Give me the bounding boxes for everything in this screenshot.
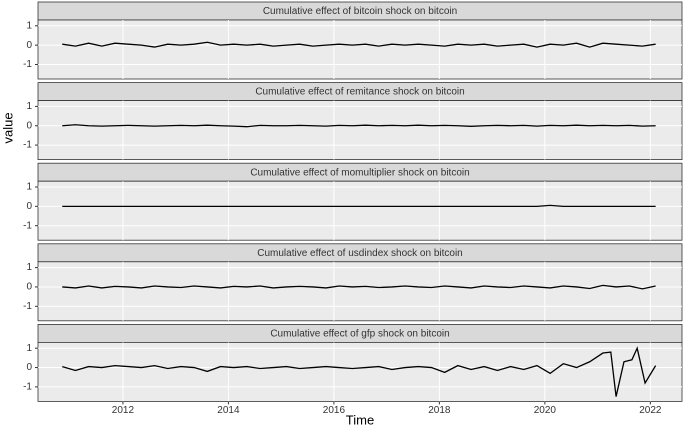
- panel-title: Cumulative effect of usdindex shock on b…: [257, 248, 463, 259]
- y-tick-label: 0: [26, 362, 32, 373]
- y-tick-label: 0: [26, 120, 32, 131]
- y-tick-label: 0: [26, 201, 32, 212]
- panel-bg: [37, 261, 683, 322]
- x-tick-label: 2018: [428, 405, 451, 416]
- y-tick-label: 1: [26, 343, 32, 354]
- y-tick-label: 0: [26, 282, 32, 293]
- panel-title: Cumulative effect of momultiplier shock …: [250, 167, 469, 178]
- series-line: [62, 346, 657, 397]
- x-tick-label: 2012: [112, 405, 135, 416]
- y-tick-label: -1: [23, 382, 32, 393]
- x-tick-label: 2016: [323, 405, 346, 416]
- x-tick-label: 2022: [639, 405, 662, 416]
- y-axis-label: value: [0, 112, 15, 143]
- panel-bg: [37, 100, 683, 160]
- panel-bg: [37, 180, 683, 241]
- y-tick-label: 0: [26, 40, 32, 51]
- panel-title: Cumulative effect of remitance shock on …: [255, 87, 464, 98]
- y-tick-label: 1: [26, 101, 32, 112]
- series-line: [62, 204, 656, 207]
- y-tick-label: -1: [23, 140, 32, 151]
- panel-bg: [37, 341, 683, 402]
- y-tick-label: -1: [23, 301, 32, 312]
- series-line: [62, 124, 656, 128]
- x-tick-label: 2014: [217, 405, 240, 416]
- y-tick-label: 1: [26, 262, 32, 273]
- x-tick-label: 2020: [534, 405, 557, 416]
- x-axis-label: Time: [346, 412, 374, 427]
- y-tick-label: -1: [23, 220, 32, 231]
- panel-title: Cumulative effect of gfp shock on bitcoi…: [270, 329, 449, 340]
- series-line: [62, 41, 656, 48]
- y-tick-label: -1: [23, 59, 32, 70]
- y-tick-label: 1: [26, 182, 32, 193]
- y-tick-label: 1: [26, 20, 32, 31]
- series-line: [62, 284, 656, 290]
- panel-bg: [37, 19, 683, 80]
- panel-title: Cumulative effect of bitcoin shock on bi…: [263, 6, 457, 17]
